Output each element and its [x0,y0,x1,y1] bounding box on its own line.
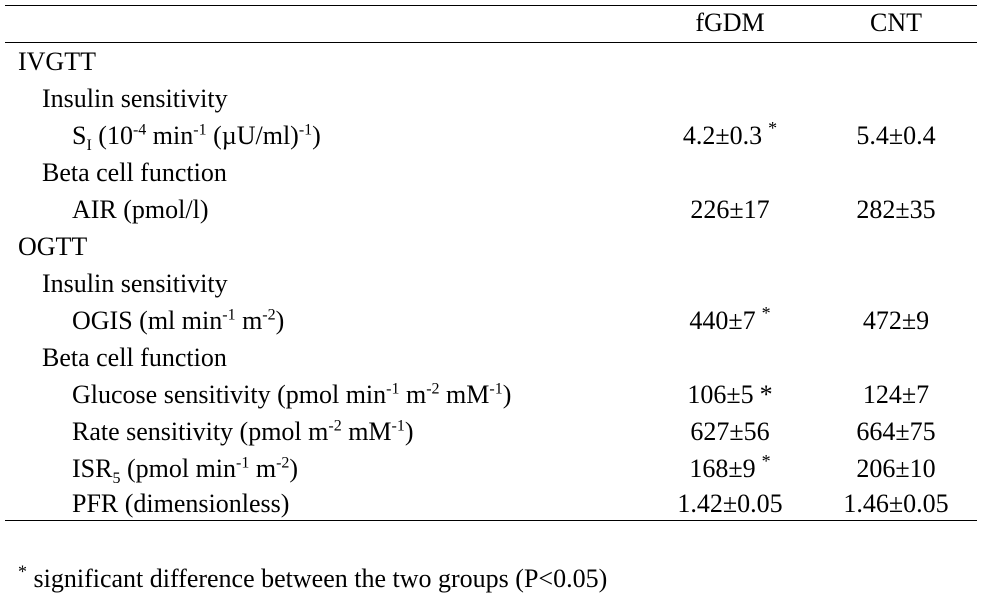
subsection-ivgtt-beta-cell: Beta cell function [42,158,227,187]
header-fgdm: fGDM [695,8,765,37]
row-glucose-sensitivity-label: Glucose sensitivity (pmol min-1 m-2 mM-1… [72,380,512,409]
significance-mark: * [761,303,771,324]
row-air-fgdm: 226±17 [690,195,770,224]
top-rule [5,5,977,6]
bottom-rule [5,520,977,521]
row-si-fgdm: 4.2±0.3 * [682,118,778,150]
row-pfr-fgdm: 1.42±0.05 [677,489,783,518]
row-ogis-label: OGIS (ml min-1 m-2) [72,306,285,335]
row-isr5-cnt: 206±10 [856,454,936,483]
footnote-text: significant difference between the two g… [27,564,608,593]
significance-mark: * [759,380,773,409]
row-ogis-cnt: 472±9 [862,306,930,335]
section-ivgtt: IVGTT [18,47,96,76]
section-ogtt: OGTT [18,232,88,261]
footnote: * significant difference between the two… [18,561,608,594]
row-isr5-label: ISR5 (pmol min-1 m-2) [72,454,299,488]
row-isr5-fgdm: 168±9 * [689,451,771,483]
row-pfr-label: PFR (dimensionless) [72,489,290,518]
row-si-cnt: 5.4±0.4 [856,121,936,150]
footnote-mark: * [18,561,27,582]
subsection-ivgtt-insulin-sensitivity: Insulin sensitivity [42,84,228,113]
row-rate-sensitivity-fgdm: 627±56 [690,417,770,446]
row-ogis-fgdm: 440±7 * [689,303,771,335]
row-air-label: AIR (pmol/l) [72,195,209,224]
header-cnt: CNT [870,8,922,37]
header-rule [5,42,977,43]
row-glucose-sensitivity-cnt: 124±7 [862,380,930,409]
subsection-ogtt-beta-cell: Beta cell function [42,343,227,372]
subsection-ogtt-insulin-sensitivity: Insulin sensitivity [42,269,228,298]
significance-mark: * [768,118,778,139]
row-rate-sensitivity-cnt: 664±75 [856,417,936,446]
row-pfr-cnt: 1.46±0.05 [843,489,949,518]
row-air-cnt: 282±35 [856,195,936,224]
significance-mark: * [761,451,771,472]
row-si-label: SI (10-4 min-1 (µU/ml)-1) [72,121,321,155]
row-rate-sensitivity-label: Rate sensitivity (pmol m-2 mM-1) [72,417,414,446]
row-glucose-sensitivity-fgdm: 106±5 * [687,380,773,409]
